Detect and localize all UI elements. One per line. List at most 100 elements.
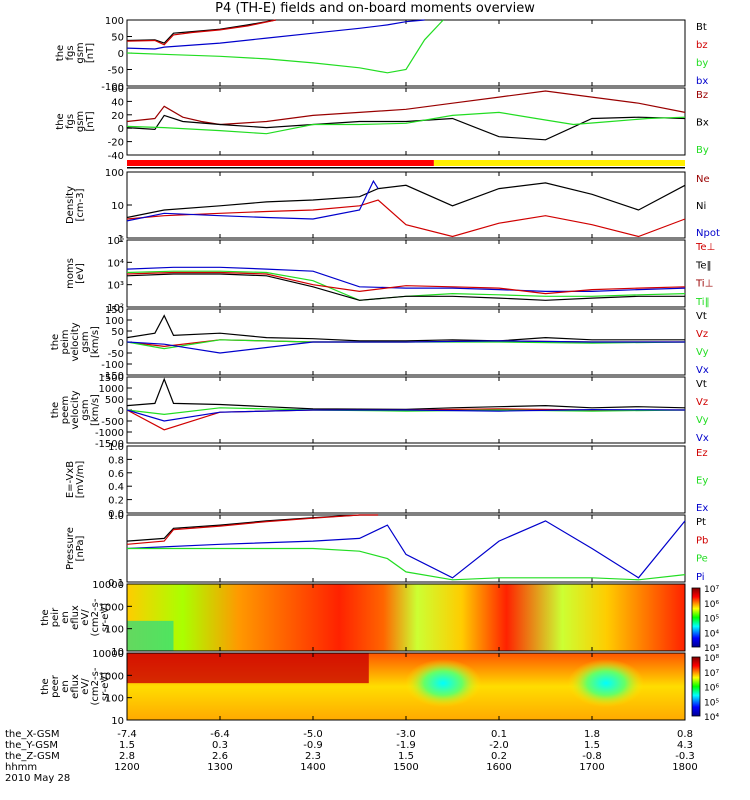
- series-vi-Vx: [126, 340, 685, 354]
- y-tick-label: -1500: [95, 439, 124, 450]
- y-tick-label: -150: [101, 371, 124, 382]
- y-tick-label: -100: [101, 82, 124, 93]
- y-axis-label: the: [40, 678, 51, 694]
- x-tick-label: -5.0: [303, 729, 323, 740]
- y-tick-label: 1000: [99, 602, 124, 613]
- series-vi-Vt: [126, 314, 685, 342]
- y-tick-label: 10: [111, 716, 124, 727]
- x-tick-label: -1.9: [396, 740, 416, 751]
- y-axis-label: gsm: [80, 331, 91, 352]
- colorbar-tick-label: 10⁴: [704, 713, 719, 723]
- legend-entry: Ti‖: [695, 297, 710, 308]
- y-axis-label: (cm2-s-: [90, 667, 101, 705]
- colorbar-espec: [692, 657, 700, 716]
- series-ve-Vx: [126, 408, 686, 422]
- colorbar-tick-label: 10³: [704, 644, 719, 654]
- panel-density: [126, 171, 686, 239]
- y-axis-label: gsm: [75, 42, 86, 63]
- series-fgs-by: [126, 19, 444, 74]
- y-axis-label: (cm2-s-: [90, 598, 101, 636]
- mode-bar-slow: [433, 160, 685, 166]
- series-density-Ne: [126, 199, 686, 238]
- y-axis-label: fgs: [65, 45, 76, 60]
- x-tick-label: 1200: [114, 762, 139, 773]
- legend-entry: Ez: [696, 448, 708, 459]
- legend-entry: Vx: [696, 365, 709, 376]
- legend-entry: Ex: [696, 503, 708, 514]
- y-tick-label: -500: [101, 417, 124, 428]
- series-temp-Ti⊥: [126, 266, 686, 292]
- legend-entry: Vz: [696, 397, 708, 408]
- colorbar-tick-label: 10⁷: [704, 585, 719, 595]
- y-tick-label: 10: [111, 201, 124, 212]
- y-axis-label: Density: [65, 186, 76, 224]
- y-tick-label: 10000: [92, 580, 124, 591]
- x-tick-label: 1300: [207, 762, 232, 773]
- x-tick-label: 2.8: [119, 751, 135, 762]
- y-axis-label: en: [60, 611, 71, 624]
- legend-entry: Ni: [696, 201, 706, 212]
- series-fgs2-Bx: [126, 114, 686, 141]
- y-axis-label: [cm-3]: [75, 188, 86, 221]
- panel-espec: [126, 652, 701, 721]
- series-ve-Vt: [126, 377, 686, 410]
- legend-entry: bx: [696, 76, 708, 87]
- series-density-Ni: [126, 182, 686, 219]
- y-axis-label: peer: [50, 674, 61, 698]
- x-tick-label: 1700: [579, 762, 604, 773]
- y-tick-label: -50: [108, 66, 124, 77]
- series-temp-Te⊥: [126, 271, 686, 295]
- mode-bar-line: [127, 167, 685, 169]
- panel-temp: [126, 239, 686, 308]
- x-tick-label: 1500: [393, 762, 418, 773]
- y-tick-label: 0.2: [108, 496, 124, 507]
- y-axis-label: peem: [60, 396, 71, 424]
- y-axis-label: the: [50, 402, 61, 418]
- legend-entry: Te⊥: [695, 242, 715, 253]
- y-tick-label: 10²: [107, 303, 124, 314]
- x-tick-label: 1.5: [398, 751, 414, 762]
- y-tick-label: 100: [105, 16, 124, 27]
- panel-frame-efield: [126, 445, 686, 514]
- x-tick-label: 1.5: [584, 740, 600, 751]
- x-row-label: hhmm: [5, 762, 37, 773]
- panel-frame-density: [126, 171, 686, 239]
- y-tick-label: 0.1: [108, 578, 124, 589]
- legend-entry: Vz: [696, 329, 708, 340]
- y-axis-label: sr-eV): [100, 672, 111, 701]
- x-tick-label: 0.3: [212, 740, 228, 751]
- panel-vi: [126, 308, 686, 376]
- y-tick-label: 100: [105, 316, 124, 327]
- series-pressure-Pi: [126, 520, 686, 579]
- y-tick-label: -1000: [95, 428, 124, 439]
- y-tick-label: 50: [111, 327, 124, 338]
- y-tick-label: -50: [108, 349, 124, 360]
- x-tick-label: 1.8: [584, 729, 600, 740]
- x-row-label: the_Y-GSM: [5, 740, 58, 751]
- ispec-heatmap: [127, 584, 685, 651]
- y-axis-label: [km/s]: [90, 326, 101, 358]
- x-tick-label: 1.5: [119, 740, 135, 751]
- y-tick-label: 0.4: [108, 482, 124, 493]
- legend-entry: Vy: [696, 347, 709, 358]
- x-tick-label: 0.8: [677, 729, 693, 740]
- y-axis-label: [nT]: [85, 43, 96, 63]
- colorbar-tick-label: 10⁵: [704, 698, 719, 708]
- y-axis-label: peim: [60, 329, 71, 354]
- y-tick-label: 0: [118, 124, 124, 135]
- y-axis-label: Pressure: [65, 527, 76, 570]
- y-tick-label: 10³: [107, 281, 124, 292]
- legend-entry: Ne: [696, 174, 710, 185]
- legend-entry: Bt: [696, 22, 707, 33]
- x-row-label: the_X-GSM: [5, 729, 59, 740]
- y-axis-label: gsm: [75, 111, 86, 132]
- panel-efield: [126, 445, 686, 514]
- y-axis-label: eflux: [70, 605, 81, 630]
- legend-entry: by: [696, 58, 708, 69]
- x-tick-label: 2.3: [305, 751, 321, 762]
- y-tick-label: 0.6: [108, 469, 124, 480]
- colorbar-frame-espec: [691, 656, 701, 717]
- y-tick-label: 60: [111, 84, 124, 95]
- y-tick-label: 40: [111, 97, 124, 108]
- y-tick-label: 20: [111, 111, 124, 122]
